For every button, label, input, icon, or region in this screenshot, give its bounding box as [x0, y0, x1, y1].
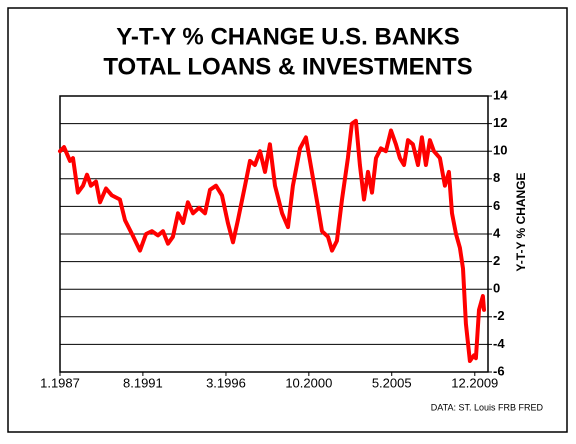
y-tick-label: -6 — [493, 363, 505, 378]
plot-border — [59, 95, 489, 373]
frame — [7, 7, 568, 433]
y-tick-label: -2 — [493, 308, 505, 323]
y-tick-label: 12 — [493, 115, 507, 130]
chart-title: Y-T-Y % CHANGE U.S. BANKS — [116, 23, 460, 50]
y-tick-label: -4 — [493, 336, 505, 351]
source-note: DATA: ST. Louis FRB FRED — [431, 402, 544, 412]
y-tick-label: 6 — [493, 198, 500, 213]
x-tick-label: 10.2000 — [285, 375, 332, 390]
x-tick-label: 12.2009 — [451, 375, 498, 390]
y-tick-label: 14 — [493, 87, 508, 102]
y-tick-label: 8 — [493, 170, 500, 185]
x-tick-label: 8.1991 — [123, 375, 163, 390]
y-tick-label: 2 — [493, 253, 500, 268]
y-tick-label: 4 — [493, 225, 501, 240]
y-tick-label: 10 — [493, 143, 507, 158]
x-tick-label: 1.1987 — [40, 375, 80, 390]
y-axis-label: Y-T-Y % CHANGE — [514, 172, 528, 271]
y-tick-label: 0 — [493, 281, 500, 296]
x-tick-label: 3.1996 — [206, 375, 246, 390]
data-line — [58, 118, 486, 363]
chart-title: TOTAL LOANS & INVESTMENTS — [103, 53, 472, 80]
x-tick-label: 5.2005 — [372, 375, 412, 390]
